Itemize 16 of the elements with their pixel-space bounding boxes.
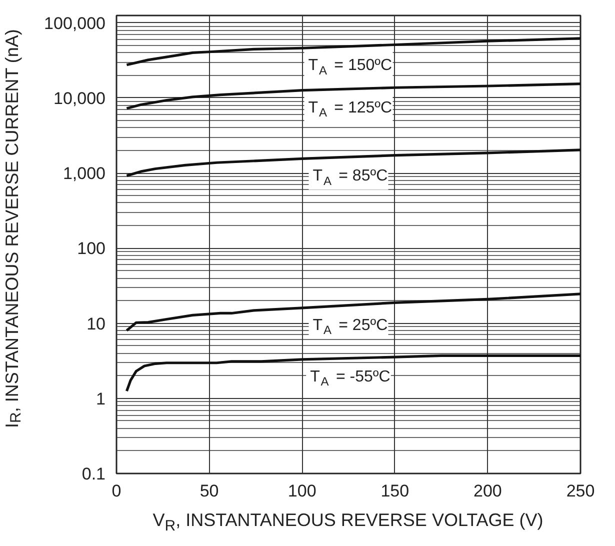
y-tick-label: 10,000 bbox=[54, 88, 106, 108]
x-tick-label: 100 bbox=[288, 482, 316, 500]
x-tick-label: 250 bbox=[566, 482, 595, 500]
y-tick-label: 10 bbox=[86, 314, 106, 334]
x-tick-label: 200 bbox=[474, 482, 502, 500]
x-axis-title: V$_{R}$, INSTANTANEOUS REVERSE VOLTAGE (V) bbox=[152, 509, 544, 537]
x-tick-label: 150 bbox=[380, 482, 410, 500]
y-tick-label: 1 bbox=[96, 389, 106, 408]
x-tick-label: 0 bbox=[112, 482, 122, 500]
line-series bbox=[125, 354, 580, 392]
y-tick-label: 100,000 bbox=[44, 14, 106, 33]
y-tick-label: 0.1 bbox=[82, 464, 106, 484]
y-tick-label: 100 bbox=[77, 239, 106, 258]
line-series bbox=[125, 292, 580, 332]
y-tick-label: 1,000 bbox=[62, 164, 106, 184]
x-tick-label: 50 bbox=[200, 482, 219, 500]
